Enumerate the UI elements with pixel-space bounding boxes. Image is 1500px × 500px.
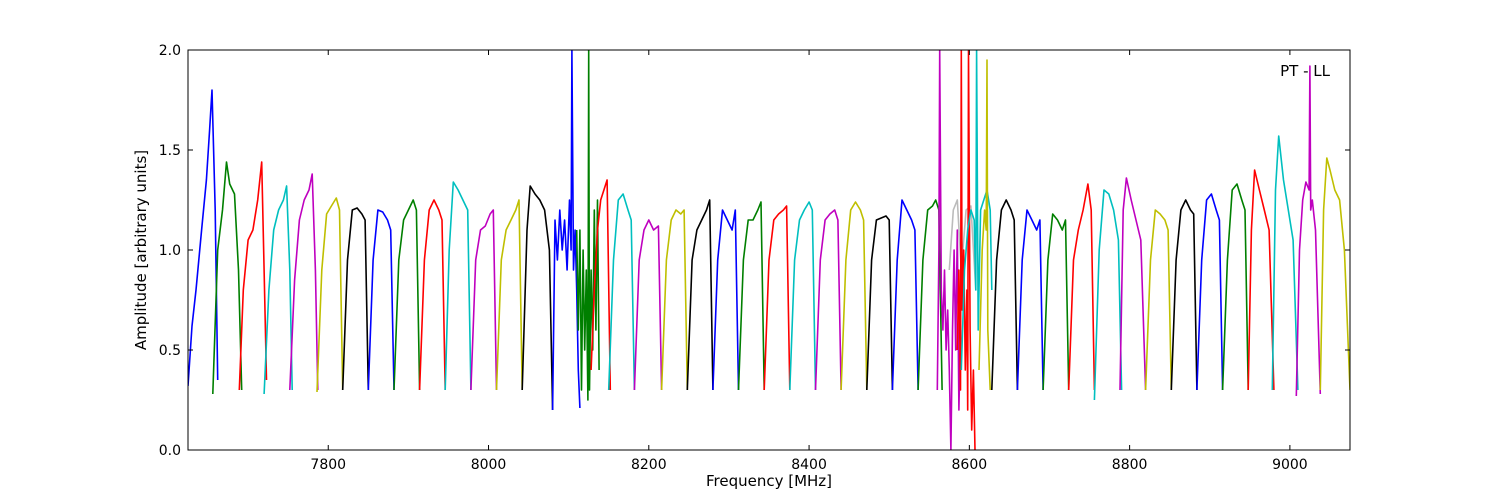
series-line — [936, 50, 962, 450]
series-line — [891, 199, 919, 391]
series-line — [551, 50, 581, 411]
series-line — [1271, 135, 1299, 391]
series-line — [633, 219, 663, 391]
series-line — [470, 209, 498, 391]
y-tick-label: 0.0 — [159, 443, 181, 459]
ticks-layer: 7800 8000 8200 8400 8600 8800 9000 0.0 0.5 1.0 1.5… — [159, 43, 1350, 473]
series-line — [418, 199, 446, 391]
series-line — [686, 199, 714, 391]
y-tick-label: 0.5 — [159, 343, 181, 359]
series-line — [590, 179, 612, 391]
series-line — [660, 209, 689, 391]
series-line — [341, 207, 370, 391]
y-tick-label: 1.5 — [159, 143, 181, 159]
chart-annotation: PT - LL — [1280, 62, 1331, 80]
series-line — [1144, 209, 1173, 391]
series-line — [1196, 193, 1224, 391]
series-line — [1119, 177, 1147, 391]
series-line — [866, 215, 894, 391]
series-line — [607, 193, 636, 391]
series-line — [840, 201, 868, 391]
series-line — [956, 50, 976, 450]
y-tick-label: 1.0 — [159, 243, 181, 259]
series-line — [1067, 183, 1096, 391]
series-line — [1042, 213, 1070, 391]
series-line — [1093, 189, 1123, 401]
series-line — [188, 89, 219, 387]
series-line — [444, 181, 472, 391]
series-line — [495, 199, 523, 391]
series-layer — [188, 50, 1350, 450]
series-line — [712, 209, 740, 391]
series-line — [1319, 157, 1350, 391]
series-line — [978, 59, 991, 391]
series-line — [1016, 209, 1044, 391]
series-line — [814, 209, 842, 391]
x-tick-label: 8600 — [952, 457, 988, 473]
y-tick-label: 2.0 — [159, 43, 181, 59]
x-tick-label: 8200 — [631, 457, 667, 473]
series-line — [1247, 169, 1275, 391]
series-line — [991, 199, 1019, 391]
series-line — [763, 205, 791, 391]
y-axis-label: Amplitude [arbitrary units] — [132, 150, 150, 350]
x-tick-label: 8000 — [471, 457, 507, 473]
series-line — [1221, 183, 1249, 391]
series-line — [789, 201, 817, 391]
series-line — [1170, 199, 1198, 391]
x-tick-label: 9000 — [1272, 457, 1308, 473]
series-line — [212, 161, 243, 395]
series-line — [238, 161, 268, 391]
series-line — [316, 197, 344, 393]
series-line — [367, 209, 395, 391]
series-line — [393, 199, 421, 391]
series-line — [289, 173, 319, 391]
series-line — [737, 201, 765, 391]
series-line — [1295, 65, 1322, 397]
series-line — [263, 185, 293, 395]
x-tick-label: 8400 — [791, 457, 827, 473]
x-tick-label: 8800 — [1112, 457, 1148, 473]
x-tick-label: 7800 — [310, 457, 346, 473]
x-axis-label: Frequency [MHz] — [706, 472, 832, 490]
series-line — [521, 185, 554, 411]
